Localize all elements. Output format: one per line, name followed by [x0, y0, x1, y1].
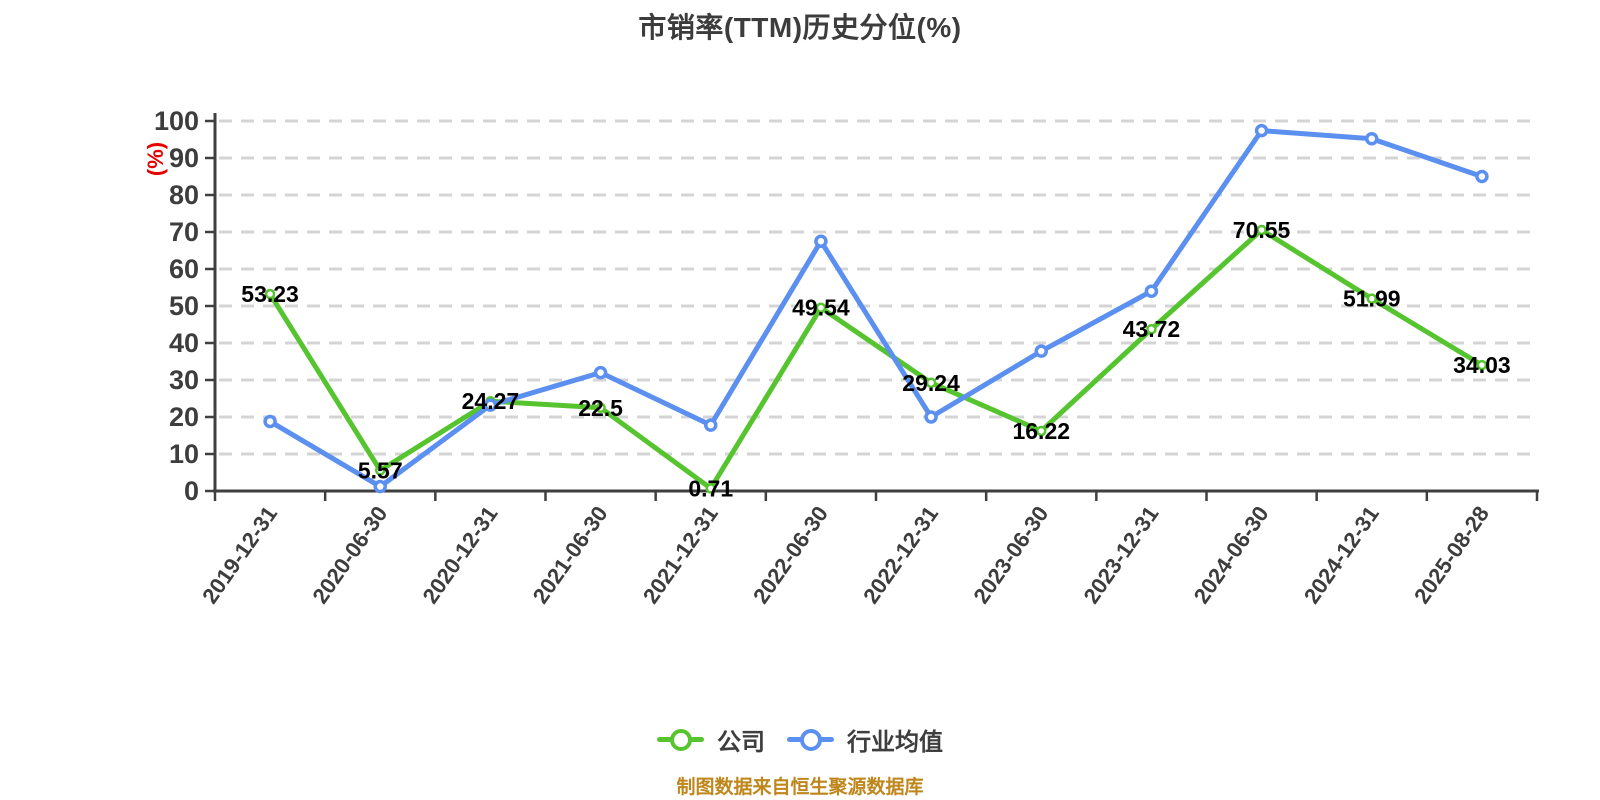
company-data-label: 5.57	[358, 457, 403, 483]
industry-data-point[interactable]	[263, 414, 277, 429]
y-tick-label: 40	[169, 328, 199, 358]
x-tick-label: 2020-06-30	[307, 502, 392, 609]
company-data-label: 51.99	[1343, 286, 1401, 312]
company-data-label: 43.72	[1123, 316, 1181, 342]
x-tick-label: 2022-12-31	[858, 502, 943, 609]
company-legend-marker	[657, 728, 704, 751]
y-tick-label: 30	[169, 365, 199, 395]
y-tick-label: 20	[169, 402, 199, 432]
industry-data-point[interactable]	[814, 234, 828, 248]
industry-series-line	[267, 128, 1485, 490]
y-tick-label: 90	[169, 143, 199, 173]
industry-data-point[interactable]	[593, 365, 608, 380]
company-data-point[interactable]	[1476, 359, 1488, 371]
x-tick-label: 2020-12-31	[417, 502, 502, 609]
industry-data-point[interactable]	[924, 410, 938, 424]
x-tick-label: 2025-08-28	[1409, 502, 1494, 609]
company-data-point[interactable]	[264, 288, 276, 300]
company-data-label: 70.55	[1233, 217, 1291, 243]
company-data-point[interactable]	[815, 302, 827, 313]
industry-data-point[interactable]	[704, 418, 718, 432]
company-data-point[interactable]	[1256, 224, 1267, 236]
y-tick-label: 50	[169, 291, 199, 321]
industry-data-point[interactable]	[1475, 169, 1489, 184]
company-data-point[interactable]	[595, 402, 606, 413]
legend-item-company[interactable]: 公司	[657, 722, 765, 757]
company-data-label: 29.24	[902, 370, 960, 396]
industry-data-point[interactable]	[1365, 132, 1379, 146]
industry-data-point[interactable]	[373, 479, 387, 494]
y-tick-label: 70	[169, 217, 199, 247]
company-data-label: 22.5	[578, 395, 623, 421]
industry-legend-circle-icon	[799, 728, 822, 751]
x-tick-label: 2019-12-31	[197, 502, 282, 609]
company-series-line	[267, 227, 1485, 491]
x-tick-label: 2024-06-30	[1189, 502, 1274, 609]
company-data-point[interactable]	[1036, 425, 1047, 437]
chart-title: 市销率(TTM)历史分位(%)	[638, 12, 962, 43]
company-legend-circle-icon	[669, 728, 692, 751]
industry-data-point[interactable]	[483, 398, 498, 412]
company-data-label: 16.22	[1012, 418, 1070, 444]
company-data-label: 0.71	[688, 475, 733, 501]
industry-data-point[interactable]	[1254, 123, 1269, 138]
x-tick-label: 2023-12-31	[1078, 502, 1163, 609]
legend: 公司 行业均值	[0, 722, 1600, 757]
x-tick-label: 2021-06-30	[528, 502, 613, 609]
industry-data-point[interactable]	[1034, 344, 1048, 358]
y-tick-label: 100	[154, 106, 199, 136]
company-data-point[interactable]	[925, 377, 937, 389]
y-tick-label: 10	[169, 439, 199, 469]
y-tick-label: 80	[169, 180, 199, 210]
x-tick-label: 2023-06-30	[968, 502, 1053, 609]
x-tick-label: 2021-12-31	[638, 502, 723, 609]
company-data-label: 53.23	[241, 281, 299, 307]
company-data-label: 49.54	[792, 295, 850, 321]
company-data-point[interactable]	[1366, 293, 1377, 304]
company-data-point[interactable]	[705, 483, 716, 494]
x-tick-label: 2022-06-30	[748, 502, 833, 609]
industry-data-point[interactable]	[1144, 284, 1159, 298]
y-tick-label: 60	[169, 254, 199, 284]
y-tick-label: 0	[184, 476, 199, 506]
company-data-label: 24.27	[462, 388, 520, 414]
company-data-point[interactable]	[1146, 323, 1157, 335]
industry-legend-label: 行业均值	[847, 729, 943, 756]
company-data-label: 34.03	[1453, 352, 1511, 378]
company-data-point[interactable]	[375, 465, 386, 476]
data-source-note: 制图数据来自恒生聚源数据库	[676, 777, 924, 798]
x-tick-label: 2024-12-31	[1299, 502, 1384, 609]
legend-item-industry[interactable]: 行业均值	[787, 722, 943, 757]
industry-legend-marker	[787, 728, 834, 751]
company-legend-label: 公司	[717, 729, 765, 756]
